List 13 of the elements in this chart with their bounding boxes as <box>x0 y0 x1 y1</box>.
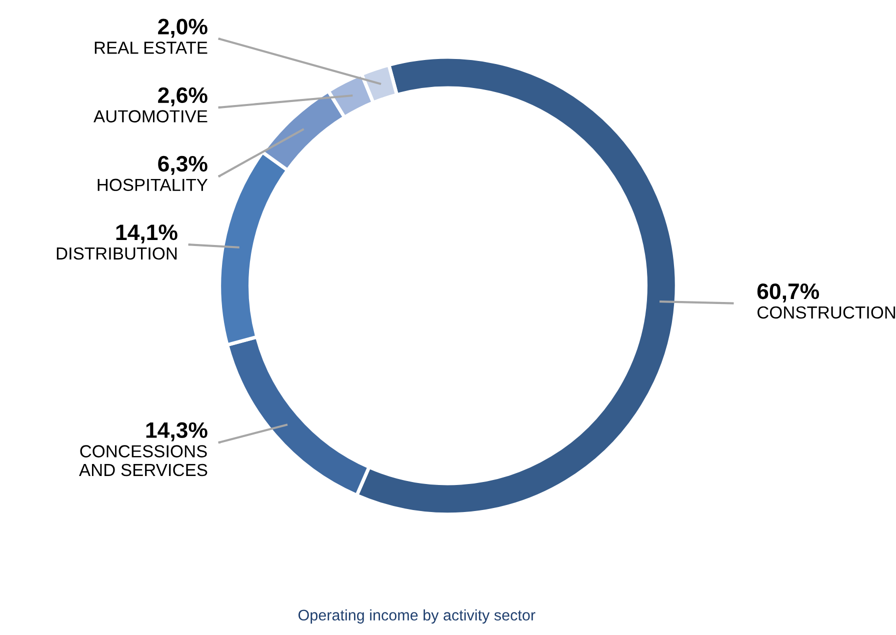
data-label: 6,3% <box>158 156 208 175</box>
data-label: 14,1% <box>116 224 178 244</box>
data-label: 14,3% <box>146 422 208 442</box>
slice-label: DISTRIBUTION <box>56 247 177 260</box>
data-label: 2,0% <box>158 18 208 38</box>
slice-label: CONSTRUCTION <box>757 306 896 319</box>
slice-label: HOSPITALITY <box>98 178 208 192</box>
text: Operating income by activity sector <box>298 609 536 624</box>
data-label: 60,7% <box>757 283 820 302</box>
data-label: 2,6% <box>158 87 208 106</box>
slice-label: REAL ESTATE <box>94 42 208 54</box>
slice-label: CONCESSIONS AND SERVICES <box>79 445 208 476</box>
slice-label: AUTOMOTIVE <box>94 110 208 122</box>
